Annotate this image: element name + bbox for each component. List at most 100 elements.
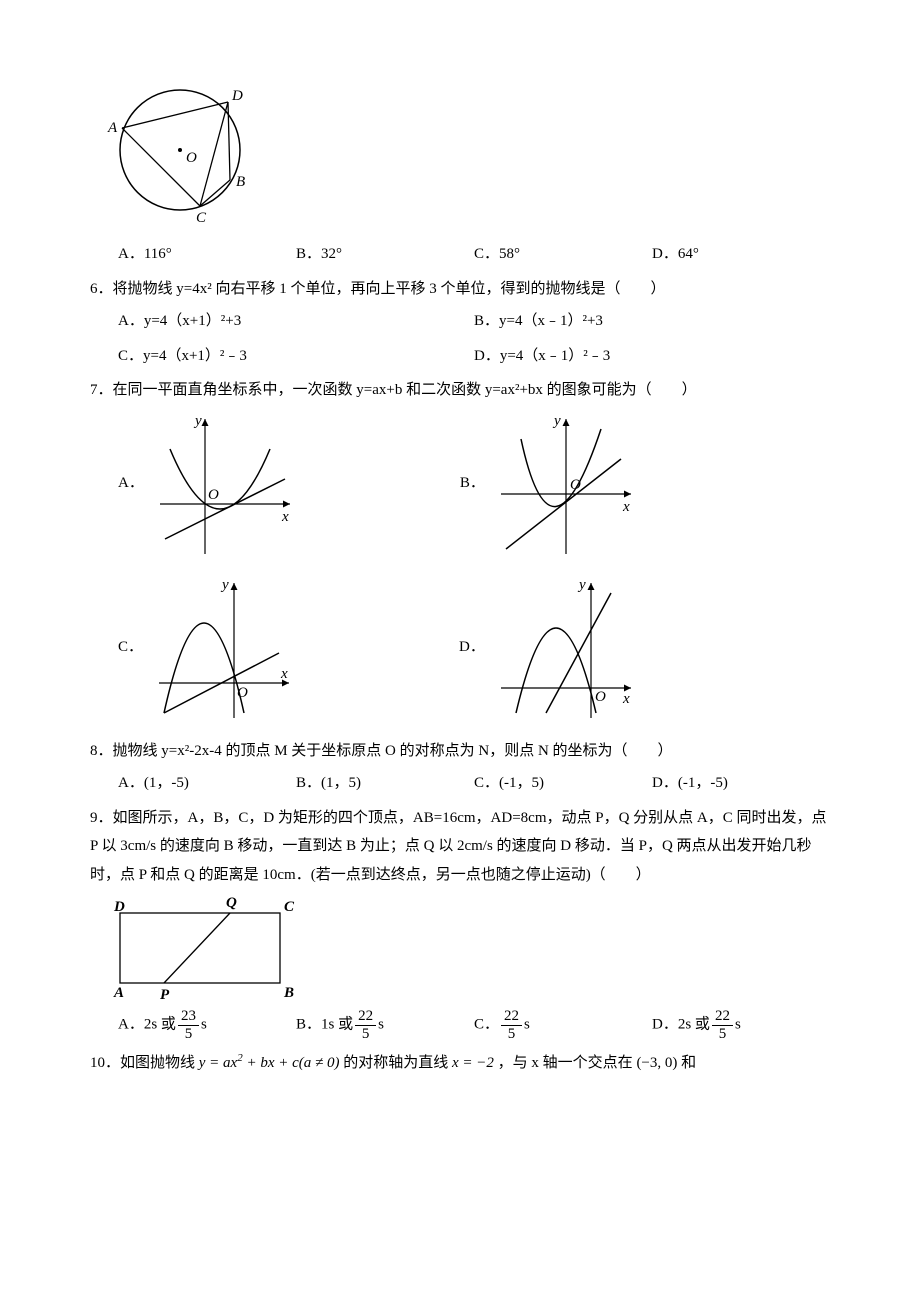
q6-options-row1: A．y=4（x+1）²+3 B．y=4（x﹣1）²+3 [118, 307, 830, 336]
svg-text:D: D [231, 88, 243, 104]
q10-t3: ，与 x 轴一个交点在 [498, 1055, 637, 1071]
q10-t4: 和 [681, 1055, 696, 1071]
q9-opt-a-den: 5 [178, 1026, 199, 1043]
question-5: O A D B C A．116° B．32° C．58° D．64° [90, 70, 830, 269]
q7-graph-a: y x O [150, 409, 300, 559]
q8-opt-d-text: (-1，-5) [678, 775, 728, 791]
q9-opt-a-num: 23 [178, 1008, 199, 1026]
svg-text:O: O [186, 150, 197, 166]
q7-row1: A． y x O B． y x O [118, 409, 830, 559]
question-6: 6．将抛物线 y=4x² 向右平移 1 个单位，再向上平移 3 个单位，得到的抛… [90, 275, 830, 371]
q6-options-row2: C．y=4（x+1）²﹣3 D．y=4（x﹣1）²﹣3 [118, 342, 830, 371]
svg-text:P: P [160, 987, 170, 1003]
q7-label-c: C． [118, 633, 143, 662]
q7-cell-d: D． y x O [459, 573, 641, 723]
svg-text:x: x [622, 691, 630, 707]
q5-figure: O A D B C [100, 70, 830, 240]
q8-opt-a: A．(1，-5) [118, 769, 296, 798]
q7-text: 7．在同一平面直角坐标系中，一次函数 y=ax+b 和二次函数 y=ax²+bx… [90, 376, 830, 405]
q9-figure: D C A B Q P [100, 893, 830, 1008]
q9-opt-b-pre: 1s 或 [321, 1016, 353, 1032]
svg-text:O: O [208, 487, 219, 503]
q9-opt-a-post: s [201, 1016, 207, 1032]
q10-text: 10．如图抛物线 y = ax2 + bx + c(a ≠ 0) 的对称轴为直线… [90, 1048, 830, 1078]
q9-options: A．2s 或235s B．1s 或225s C．225s D．2s 或225s [118, 1008, 830, 1042]
q6-opt-c: C．y=4（x+1）²﹣3 [118, 342, 474, 371]
svg-text:C: C [196, 210, 207, 226]
q7-graph-c: y x O [149, 573, 299, 723]
q9-opt-d-num: 22 [712, 1008, 733, 1026]
svg-text:A: A [107, 120, 118, 136]
q9-opt-a: A．2s 或235s [118, 1008, 296, 1042]
q10-t1: 10．如图抛物线 [90, 1055, 199, 1071]
q7-label-b: B． [460, 469, 485, 498]
q5-opt-a-text: 116° [144, 246, 172, 262]
q10-f2: x = −2 [452, 1055, 494, 1071]
q6-opt-b-text: y=4（x﹣1）²+3 [499, 313, 603, 329]
q9-opt-b-den: 5 [355, 1026, 376, 1043]
q7-graph-b: y x O [491, 409, 641, 559]
q8-text: 8．抛物线 y=x²-2x-4 的顶点 M 关于坐标原点 O 的对称点为 N，则… [90, 737, 830, 766]
q7-label-d: D． [459, 633, 485, 662]
svg-text:Q: Q [226, 895, 237, 911]
q8-opt-b: B．(1，5) [296, 769, 474, 798]
svg-text:x: x [280, 666, 288, 682]
question-10: 10．如图抛物线 y = ax2 + bx + c(a ≠ 0) 的对称轴为直线… [90, 1048, 830, 1078]
q5-opt-c: C．58° [474, 240, 652, 269]
q7-graph-d: y x O [491, 573, 641, 723]
q9-text: 9．如图所示，A，B，C，D 为矩形的四个顶点，AB=16cm，AD=8cm，动… [90, 804, 830, 890]
question-9: 9．如图所示，A，B，C，D 为矩形的四个顶点，AB=16cm，AD=8cm，动… [90, 804, 830, 1043]
svg-text:A: A [113, 985, 124, 1001]
q7-label-a: A． [118, 469, 144, 498]
q9-opt-b: B．1s 或225s [296, 1008, 474, 1042]
q6-opt-b: B．y=4（x﹣1）²+3 [474, 307, 830, 336]
q5-opt-d: D．64° [652, 240, 830, 269]
q9-opt-d: D．2s 或225s [652, 1008, 830, 1042]
q7-cell-a: A． y x O [118, 409, 300, 559]
q8-opt-a-text: (1，-5) [144, 775, 189, 791]
svg-text:B: B [236, 174, 245, 190]
svg-text:y: y [552, 413, 561, 429]
q9-opt-b-num: 22 [355, 1008, 376, 1026]
q5-opt-b-text: 32° [321, 246, 342, 262]
q10-f1: y = ax2 + bx + c(a ≠ 0) [199, 1055, 340, 1071]
svg-text:D: D [113, 899, 125, 915]
q7-row2: C． y x O D． y x O [118, 573, 830, 723]
svg-text:B: B [283, 985, 294, 1001]
q9-opt-d-den: 5 [712, 1026, 733, 1043]
svg-text:y: y [220, 577, 229, 593]
q6-opt-c-text: y=4（x+1）²﹣3 [143, 348, 247, 364]
q7-cell-b: B． y x O [460, 409, 641, 559]
question-8: 8．抛物线 y=x²-2x-4 的顶点 M 关于坐标原点 O 的对称点为 N，则… [90, 737, 830, 798]
q9-opt-c-den: 5 [501, 1026, 522, 1043]
q6-opt-d: D．y=4（x﹣1）²﹣3 [474, 342, 830, 371]
q6-opt-d-text: y=4（x﹣1）²﹣3 [500, 348, 610, 364]
svg-text:y: y [577, 577, 586, 593]
q8-opt-d: D．(-1，-5) [652, 769, 830, 798]
q9-opt-a-pre: 2s 或 [144, 1016, 176, 1032]
q6-text: 6．将抛物线 y=4x² 向右平移 1 个单位，再向上平移 3 个单位，得到的抛… [90, 275, 830, 304]
q10-f3: (−3, 0) [636, 1055, 677, 1071]
q9-opt-b-post: s [378, 1016, 384, 1032]
q6-opt-a: A．y=4（x+1）²+3 [118, 307, 474, 336]
q5-options: A．116° B．32° C．58° D．64° [118, 240, 830, 269]
svg-text:O: O [595, 689, 606, 705]
svg-text:x: x [622, 499, 630, 515]
q10-t2: 的对称轴为直线 [343, 1055, 452, 1071]
q8-opt-c-text: (-1，5) [499, 775, 544, 791]
svg-text:O: O [570, 477, 581, 493]
q9-opt-c-post: s [524, 1016, 530, 1032]
q9-opt-d-pre: 2s 或 [678, 1016, 710, 1032]
q8-options: A．(1，-5) B．(1，5) C．(-1，5) D．(-1，-5) [118, 769, 830, 798]
q9-opt-d-post: s [735, 1016, 741, 1032]
svg-text:C: C [284, 899, 295, 915]
q7-cell-c: C． y x O [118, 573, 299, 723]
q9-opt-c-num: 22 [501, 1008, 522, 1026]
q5-opt-c-text: 58° [499, 246, 520, 262]
q6-opt-a-text: y=4（x+1）²+3 [144, 313, 241, 329]
svg-text:y: y [193, 413, 202, 429]
q5-opt-b: B．32° [296, 240, 474, 269]
q5-opt-d-text: 64° [678, 246, 699, 262]
q8-opt-c: C．(-1，5) [474, 769, 652, 798]
svg-text:x: x [281, 509, 289, 525]
